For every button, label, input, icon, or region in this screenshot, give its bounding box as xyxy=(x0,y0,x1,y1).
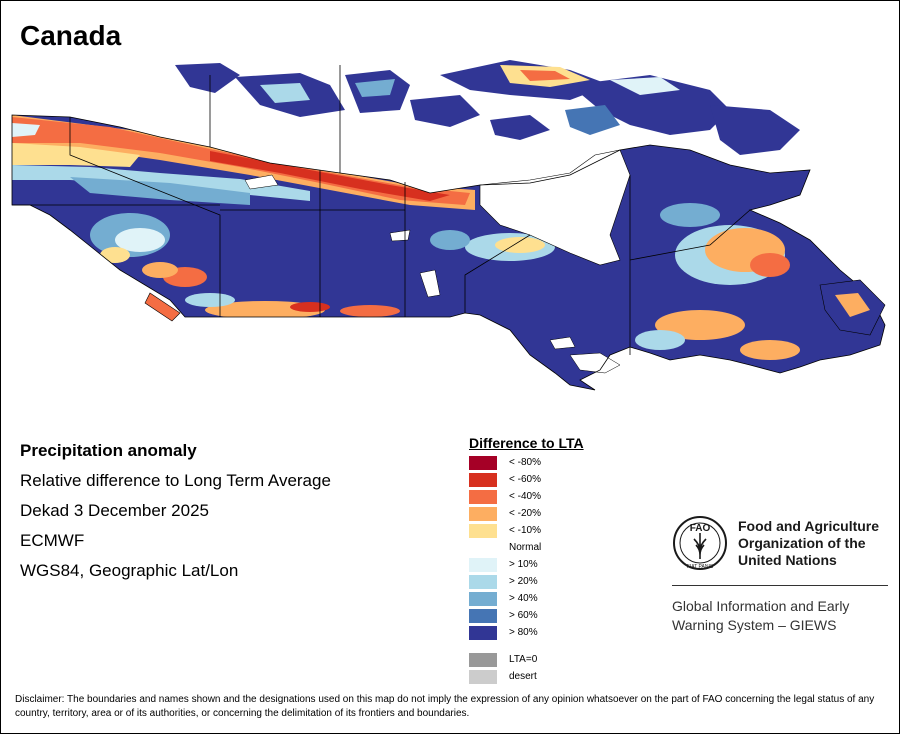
canada-outline xyxy=(11,114,886,391)
legend-label: < -80% xyxy=(509,457,541,468)
province-boundaries xyxy=(12,65,751,355)
legend-label: < -40% xyxy=(509,491,541,502)
legend-swatch xyxy=(469,490,497,504)
info-subtitle: Relative difference to Long Term Average xyxy=(20,471,331,490)
giews-line: Global Information and Early xyxy=(672,598,850,614)
legend-swatch xyxy=(469,507,497,521)
legend-label: < -20% xyxy=(509,508,541,519)
fao-divider xyxy=(672,585,888,586)
legend-title: Difference to LTA xyxy=(469,435,584,451)
info-projection: WGS84, Geographic Lat/Lon xyxy=(20,561,239,580)
disclaimer: Disclaimer: The boundaries and names sho… xyxy=(15,694,875,719)
legend: Difference to LTA < -80% < -60% < -40% <… xyxy=(469,435,584,684)
precipitation-anomaly-map xyxy=(11,60,886,391)
fao-emblem-icon: FAO FIAT PANIS xyxy=(673,516,727,570)
legend-label: > 40% xyxy=(509,593,538,604)
arctic-islands xyxy=(175,60,800,155)
legend-swatch xyxy=(469,592,497,606)
legend-swatch xyxy=(469,456,497,470)
info-heading: Precipitation anomaly xyxy=(20,441,197,460)
fao-org-line: United Nations xyxy=(738,552,837,568)
fao-logo: FAO FIAT PANIS Food and Agriculture Orga… xyxy=(672,515,888,635)
legend-label: > 20% xyxy=(509,576,538,587)
great-lakes xyxy=(569,352,621,374)
fao-org-line: Organization of the xyxy=(738,535,866,551)
info-source: ECMWF xyxy=(20,531,85,550)
fao-emblem-letters: FAO xyxy=(690,523,711,534)
legend-swatch xyxy=(469,558,497,572)
hudson-bay xyxy=(479,149,631,266)
giews-line: Warning System – GIEWS xyxy=(672,617,837,633)
legend-swatch xyxy=(469,609,497,623)
legend-label: > 60% xyxy=(509,610,538,621)
legend-swatch xyxy=(469,670,497,684)
legend-swatch xyxy=(469,473,497,487)
legend-label: > 80% xyxy=(509,627,538,638)
fao-org-line: Food and Agriculture xyxy=(738,518,880,534)
legend-swatch xyxy=(469,541,497,555)
fao-org-name: Food and Agriculture Organization of the… xyxy=(738,518,879,569)
legend-swatch xyxy=(469,575,497,589)
vancouver-island xyxy=(144,292,181,322)
legend-swatch xyxy=(469,626,497,640)
legend-swatch xyxy=(469,653,497,667)
map-info: Precipitation anomaly Relative differenc… xyxy=(20,440,331,590)
legend-label: Normal xyxy=(509,542,542,553)
legend-label: desert xyxy=(509,671,537,682)
legend-label: > 10% xyxy=(509,559,538,570)
info-period: Dekad 3 December 2025 xyxy=(20,501,210,520)
map-title: Canada xyxy=(20,20,122,51)
giews-name: Global Information and Early Warning Sys… xyxy=(672,597,849,635)
legend-swatch xyxy=(469,524,497,538)
legend-label: LTA=0 xyxy=(509,654,538,665)
lake-winnipeg xyxy=(419,269,441,298)
legend-label: < -60% xyxy=(509,474,541,485)
fao-motto: FIAT PANIS xyxy=(687,564,714,570)
legend-label: < -10% xyxy=(509,525,541,536)
